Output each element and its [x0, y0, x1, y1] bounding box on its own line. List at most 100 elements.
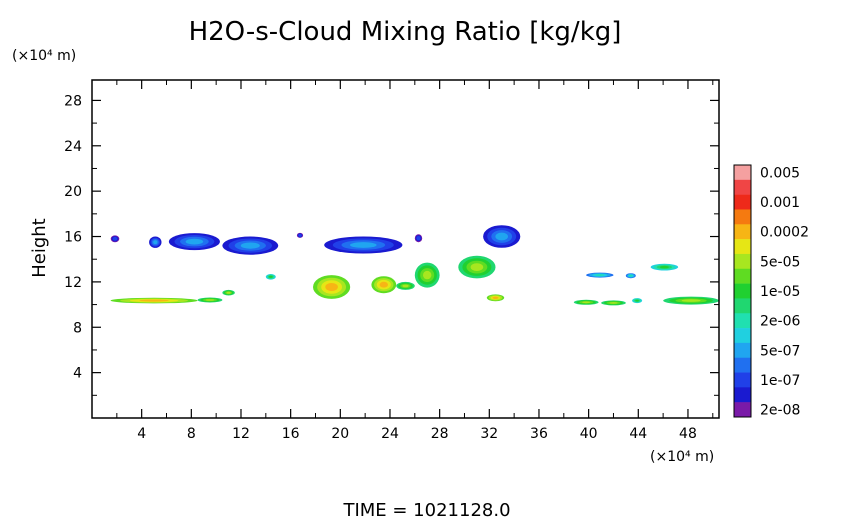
cloud-contour: [139, 299, 169, 302]
colorbar-swatch: [734, 165, 751, 181]
cloud-contour: [659, 265, 670, 269]
x-tick-label: 44: [629, 426, 647, 442]
cloud-contour: [226, 291, 231, 294]
colorbar-swatch: [734, 179, 751, 195]
y-tick-label: 12: [64, 275, 82, 291]
colorbar-swatch: [734, 357, 751, 373]
x-tick-label: 48: [679, 426, 697, 442]
colorbar-swatch: [734, 268, 751, 284]
cloud-contour: [298, 234, 302, 237]
cloud-contour: [423, 270, 432, 280]
colorbar-legend: 0.005 0.001 0.0002 5e-05 1e-05 2e-06 5e-07 1e-0…: [733, 164, 809, 419]
colorbar-label: 5e-07: [760, 343, 800, 359]
cloud-patch: [222, 236, 279, 255]
y-axis-label: Height: [29, 218, 50, 278]
colorbar-swatch: [734, 387, 751, 403]
colorbar-label: 5e-05: [760, 254, 800, 270]
cloud-patch: [414, 234, 423, 243]
colorbar-swatch: [734, 253, 751, 270]
colorbar-swatch: [734, 313, 751, 329]
cloud-patch: [573, 299, 599, 305]
x-tick-label: 16: [282, 426, 300, 442]
x-tick-label: 4: [137, 426, 146, 442]
cloud-patch: [663, 296, 719, 305]
colorbar-label: 0.0002: [760, 225, 809, 241]
colorbar-swatch: [734, 209, 751, 225]
cloud-contour: [153, 240, 158, 245]
colorbar-swatch: [734, 298, 751, 314]
cloud-patch: [486, 294, 505, 302]
cloud-patch: [222, 289, 235, 296]
x-tick-label: 28: [431, 426, 449, 442]
cloud-contour: [595, 274, 605, 276]
cloud-contour: [350, 242, 377, 248]
cloud-contour: [325, 283, 338, 291]
cloud-contour: [240, 242, 260, 249]
y-tick-label: 24: [64, 139, 82, 155]
cloud-contour: [629, 274, 633, 277]
y-tick-label: 8: [73, 320, 82, 336]
plot-area: [110, 225, 719, 306]
colorbar-swatch: [734, 194, 751, 210]
cloud-patch: [110, 235, 120, 243]
cloud-patch: [601, 300, 626, 306]
x-tick-label: 24: [381, 426, 399, 442]
colorbar-label: 0.001: [760, 195, 800, 211]
cloud-patch: [324, 236, 403, 254]
cloud-contour: [112, 236, 118, 241]
y-tick-label: 16: [64, 230, 82, 246]
cloud-contour: [379, 281, 388, 288]
cloud-patch: [586, 272, 614, 278]
cloud-patch: [197, 297, 223, 303]
cloud-contour: [402, 284, 409, 288]
cloud-contour: [495, 232, 509, 241]
cloud-contour: [205, 299, 215, 301]
cloud-contour: [269, 275, 273, 278]
cloud-contour: [492, 296, 499, 299]
cloud-patch: [168, 233, 220, 251]
y-axis-unit: (×10⁴ m): [12, 48, 76, 64]
time-label: TIME = 1021128.0: [342, 500, 510, 519]
x-tick-label: 32: [480, 426, 498, 442]
y-tick-label: 28: [64, 93, 82, 109]
colorbar-swatch: [734, 372, 751, 388]
cloud-contour: [681, 299, 701, 302]
cloud-patch: [650, 263, 679, 271]
y-tick-label: 20: [64, 184, 82, 200]
cloud-patch: [371, 276, 397, 294]
y-tick-label: 4: [73, 366, 82, 382]
x-axis-unit: (×10⁴ m): [650, 449, 714, 465]
cloud-patch: [458, 255, 496, 279]
colorbar-swatch: [734, 342, 751, 358]
colorbar-swatch: [734, 402, 751, 418]
cloud-contour: [609, 302, 618, 304]
cloud-patch: [296, 232, 304, 238]
colorbar-label: 1e-07: [760, 373, 800, 389]
cloud-patch: [483, 225, 521, 248]
cloud-contour: [185, 238, 204, 245]
x-tick-label: 8: [187, 426, 196, 442]
cloud-contour: [416, 236, 421, 241]
cloud-patch: [110, 297, 198, 304]
x-tick-label: 20: [331, 426, 349, 442]
colorbar-swatch: [734, 224, 751, 240]
cloud-contour: [470, 263, 484, 271]
colorbar-swatch: [734, 328, 751, 344]
cloud-patch: [625, 273, 636, 279]
cloud-patch: [414, 262, 440, 288]
colorbar-label: 1e-05: [760, 284, 800, 300]
colorbar-frame: [733, 164, 752, 418]
colorbar-swatch: [734, 239, 751, 255]
chart-title: H2O-s-Cloud Mixing Ratio [kg/kg]: [189, 17, 622, 47]
colorbar-label: 2e-06: [760, 314, 800, 330]
cloud-contour: [635, 299, 639, 302]
x-tick-label: 36: [530, 426, 548, 442]
cloud-patch: [265, 274, 276, 280]
x-tick-label: 40: [580, 426, 598, 442]
cloud-patch: [632, 298, 643, 304]
cloud-patch: [313, 275, 351, 299]
cloud-patch: [396, 281, 415, 290]
